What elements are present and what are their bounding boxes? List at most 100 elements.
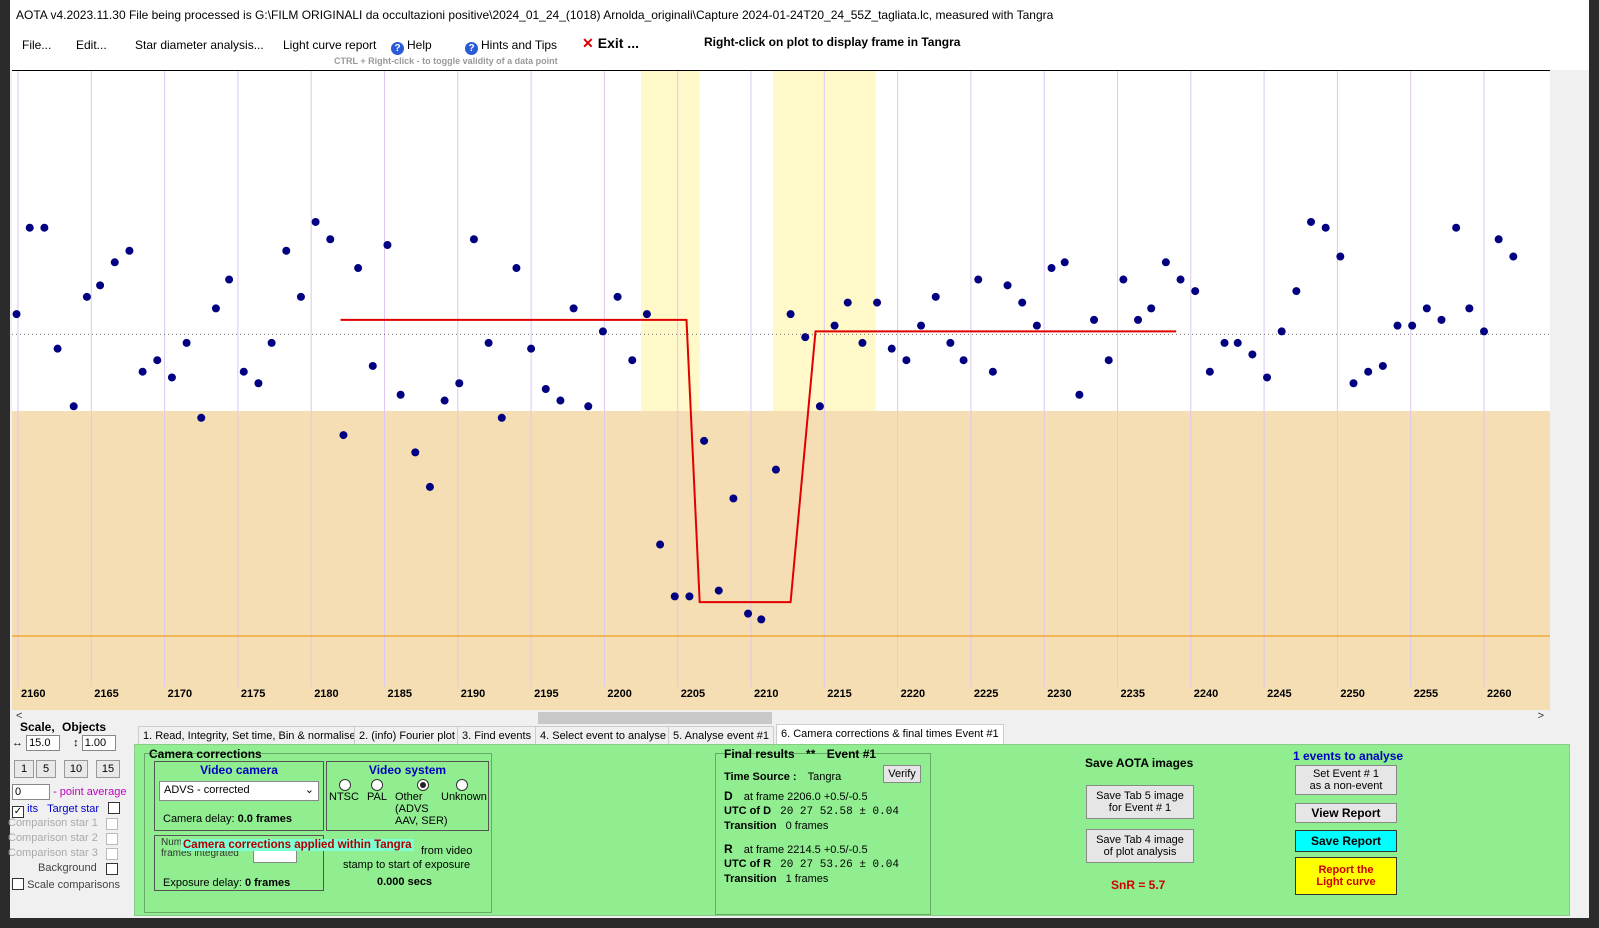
data-point[interactable] — [1509, 252, 1518, 261]
data-point[interactable] — [225, 275, 234, 284]
data-point[interactable] — [1060, 258, 1069, 267]
data-point[interactable] — [974, 275, 983, 284]
report-light-curve-button[interactable]: Report the Light curve — [1295, 857, 1397, 895]
light-curve-plot[interactable]: 2160 2165 2170 2175 2180 2185 2190 2195 2200 2205… — [12, 70, 1550, 711]
scroll-right-arrow[interactable]: > — [1537, 710, 1544, 722]
data-point[interactable] — [1321, 223, 1330, 232]
data-point[interactable] — [1480, 327, 1488, 336]
data-point[interactable] — [1090, 315, 1099, 324]
scroll-left-arrow[interactable]: < — [16, 710, 23, 722]
unknown-radio[interactable] — [456, 779, 468, 791]
data-point[interactable] — [858, 338, 867, 347]
data-point[interactable] — [138, 367, 147, 376]
set-non-event-button[interactable]: Set Event # 1 as a non-event — [1295, 765, 1397, 795]
save-report-button[interactable]: Save Report — [1295, 830, 1397, 852]
data-point[interactable] — [988, 367, 997, 376]
data-point[interactable] — [1176, 275, 1185, 284]
data-point[interactable] — [1220, 338, 1229, 347]
camera-select[interactable]: ADVS - corrected ⌄ — [159, 781, 319, 801]
data-point[interactable] — [167, 373, 176, 382]
data-point[interactable] — [584, 402, 593, 411]
point-average-select[interactable]: 0 — [12, 784, 50, 800]
data-point[interactable] — [254, 379, 263, 388]
data-point[interactable] — [527, 344, 536, 353]
vertical-scrollbar[interactable] — [1563, 70, 1589, 710]
data-point[interactable] — [425, 482, 434, 491]
data-point[interactable] — [267, 338, 276, 347]
data-point[interactable] — [1336, 252, 1345, 261]
data-point[interactable] — [556, 396, 565, 405]
data-point[interactable] — [411, 448, 420, 457]
data-point[interactable] — [1349, 379, 1358, 388]
data-point[interactable] — [512, 264, 521, 273]
data-point[interactable] — [670, 592, 679, 601]
tab-read-integrity[interactable]: 1. Read, Integrity, Set time, Bin & norm… — [138, 726, 361, 746]
scale-1-button[interactable]: 1 — [14, 760, 34, 778]
data-point[interactable] — [830, 321, 839, 330]
scale-10-button[interactable]: 10 — [64, 760, 88, 778]
data-point[interactable] — [311, 217, 320, 226]
data-point[interactable] — [197, 413, 206, 422]
pal-radio[interactable] — [371, 779, 383, 791]
data-point[interactable] — [1018, 298, 1027, 307]
menu-edit[interactable]: Edit... — [76, 38, 107, 52]
data-point[interactable] — [1233, 338, 1242, 347]
data-point[interactable] — [1378, 361, 1387, 370]
data-point[interactable] — [282, 246, 291, 255]
data-point[interactable] — [887, 344, 896, 353]
data-point[interactable] — [497, 413, 506, 422]
data-point[interactable] — [1452, 223, 1461, 232]
data-point[interactable] — [931, 292, 940, 301]
menu-file[interactable]: File... — [22, 38, 52, 52]
menu-exit[interactable]: ✕ Exit ... — [582, 35, 639, 52]
menu-light-curve-report[interactable]: Light curve report — [283, 38, 377, 52]
data-point[interactable] — [1465, 304, 1474, 313]
data-point[interactable] — [786, 310, 795, 319]
data-point[interactable] — [25, 223, 34, 232]
data-point[interactable] — [1393, 321, 1402, 330]
data-point[interactable] — [1248, 350, 1257, 359]
data-point[interactable] — [69, 402, 78, 411]
tab-find-events[interactable]: 3. Find events — [457, 726, 537, 746]
data-point[interactable] — [902, 356, 911, 365]
save-tab5-button[interactable]: Save Tab 5 image for Event # 1 — [1086, 785, 1194, 819]
comparison-star-1-checkbox[interactable] — [106, 818, 118, 830]
data-point[interactable] — [1003, 281, 1012, 290]
data-point[interactable] — [1437, 315, 1446, 324]
data-point[interactable] — [239, 367, 248, 376]
data-point[interactable] — [1292, 287, 1301, 296]
data-point[interactable] — [1364, 367, 1373, 376]
data-point[interactable] — [53, 344, 62, 353]
scale-spinner[interactable]: 15.0 — [26, 735, 61, 751]
data-point[interactable] — [440, 396, 449, 405]
data-point[interactable] — [843, 298, 852, 307]
data-point[interactable] — [729, 494, 738, 503]
background-checkbox[interactable] — [106, 863, 118, 875]
data-point[interactable] — [1104, 356, 1113, 365]
data-point[interactable] — [801, 333, 810, 342]
data-point[interactable] — [700, 436, 709, 445]
data-point[interactable] — [1277, 327, 1286, 336]
data-point[interactable] — [1119, 275, 1128, 284]
menu-star-diameter[interactable]: Star diameter analysis... — [135, 38, 264, 52]
data-point[interactable] — [211, 304, 220, 313]
view-report-button[interactable]: View Report — [1295, 803, 1397, 823]
tab-fourier-plot[interactable]: 2. (info) Fourier plot — [354, 726, 460, 746]
data-point[interactable] — [12, 310, 21, 319]
menu-hints[interactable]: ? Hints and Tips — [465, 38, 557, 55]
data-point[interactable] — [1191, 287, 1200, 296]
data-point[interactable] — [82, 292, 91, 301]
data-point[interactable] — [757, 615, 766, 624]
comparison-star-2-checkbox[interactable] — [106, 833, 118, 845]
tab-camera-corrections[interactable]: 6. Camera corrections & final times Even… — [776, 724, 1004, 746]
menu-help[interactable]: ? Help — [391, 38, 432, 55]
plot-svg[interactable]: 2160 2165 2170 2175 2180 2185 2190 2195 2200 2205… — [12, 71, 1550, 711]
other-radio[interactable] — [417, 779, 429, 791]
data-point[interactable] — [1408, 321, 1417, 330]
data-point[interactable] — [598, 327, 607, 336]
scroll-thumb[interactable] — [538, 712, 772, 724]
data-point[interactable] — [1263, 373, 1272, 382]
target-star-checkbox[interactable] — [108, 802, 121, 814]
comparison-star-3-checkbox[interactable] — [106, 848, 118, 860]
data-point[interactable] — [1075, 390, 1084, 399]
